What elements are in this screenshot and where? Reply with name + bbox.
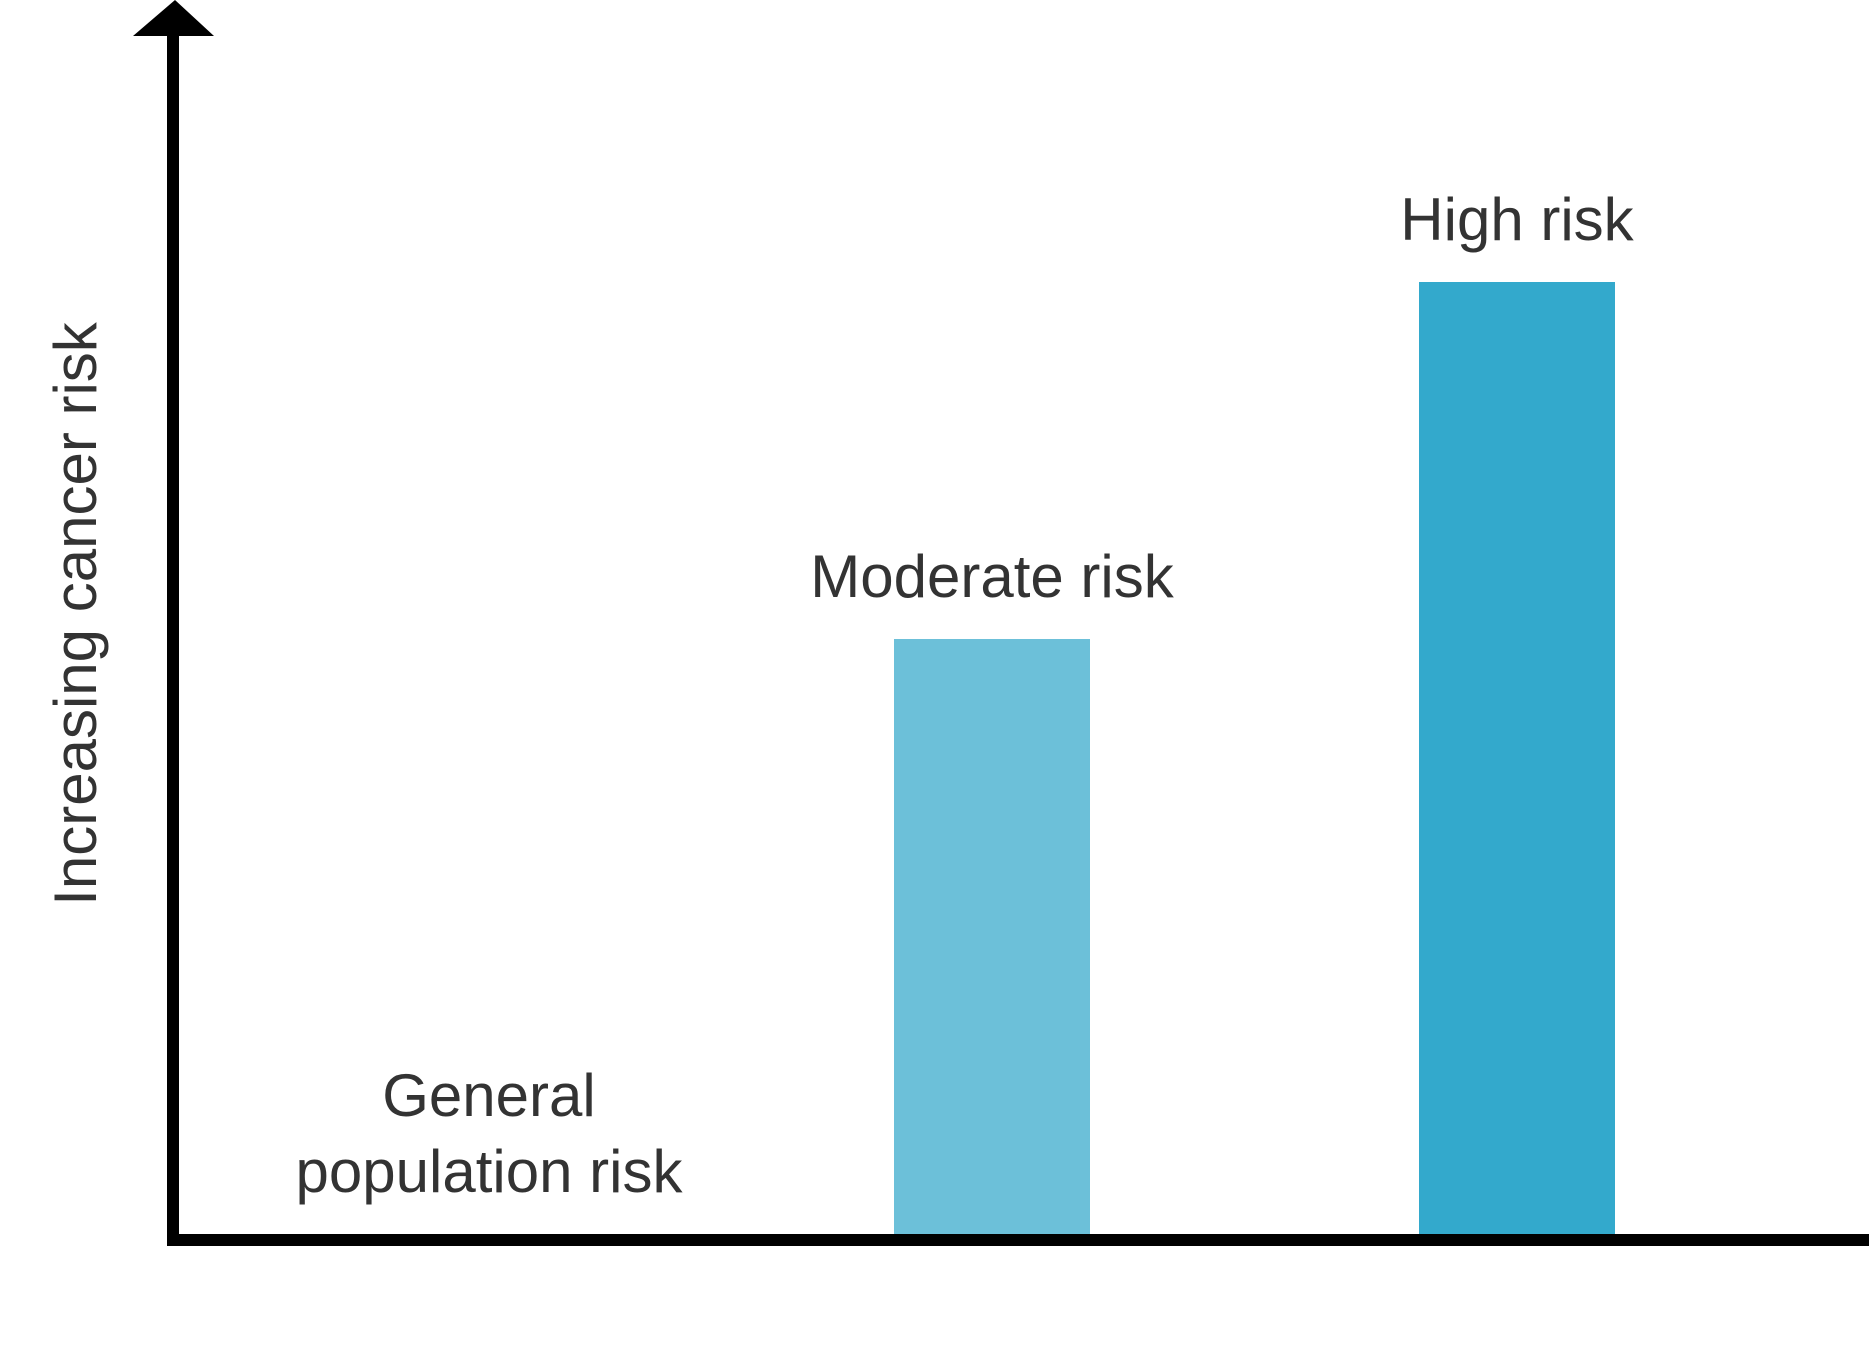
category-labels-group: General population risk Moderate risk High … [296, 186, 1635, 1205]
category-label-0: General population risk [296, 1062, 684, 1205]
bar-2 [1419, 282, 1615, 1234]
category-label-2: High risk [1400, 186, 1634, 253]
bar-1 [894, 639, 1090, 1234]
y-axis-title: Increasing cancer risk [42, 321, 109, 906]
y-axis-arrow-icon [133, 0, 214, 36]
category-label-1: Moderate risk [810, 543, 1174, 610]
bars-group [894, 282, 1615, 1234]
